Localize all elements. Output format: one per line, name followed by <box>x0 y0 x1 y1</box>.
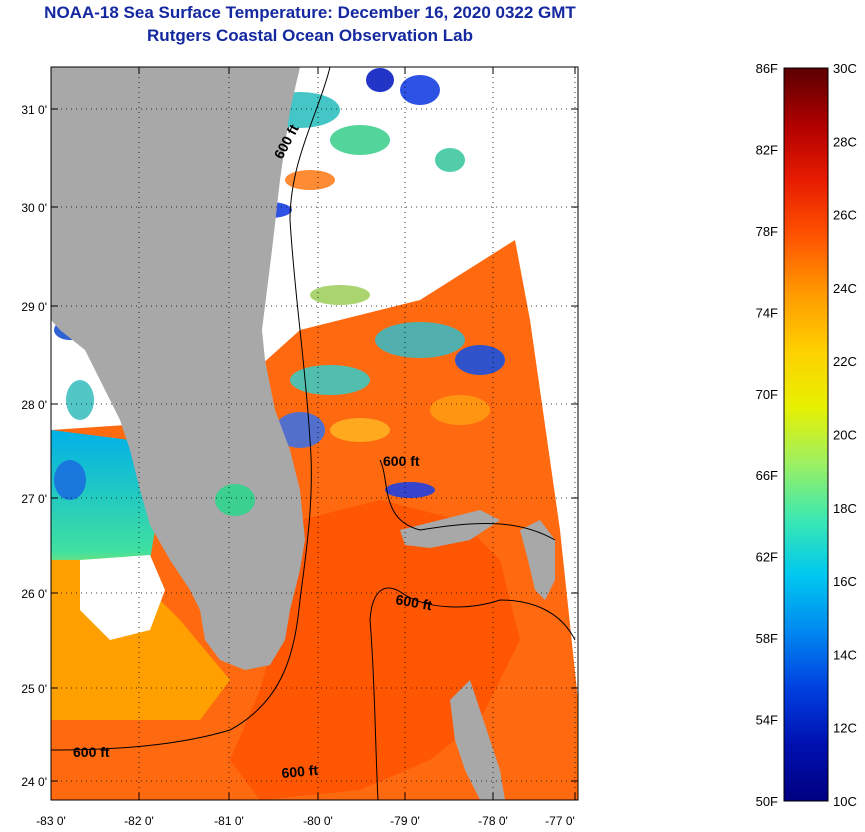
colorbar-c-label: 16C <box>833 574 857 589</box>
colorbar-c-label: 28C <box>833 134 857 149</box>
colorbar-f-label: 82F <box>756 142 778 157</box>
colorbar-c-label: 14C <box>833 647 857 662</box>
contour-600ft <box>51 67 331 751</box>
lake-okeechobee <box>215 484 255 516</box>
map-subtitle: Rutgers Coastal Ocean Observation Lab <box>147 26 473 45</box>
colorbar-c-label: 24C <box>833 281 857 296</box>
lat-label: 28 0' <box>21 398 47 412</box>
colorbar-f-label: 74F <box>756 305 778 320</box>
abaco <box>520 520 555 600</box>
colorbar-c-label: 20C <box>833 428 857 443</box>
lat-label: 25 0' <box>21 682 47 696</box>
andros <box>450 680 505 800</box>
cold-cloud-edges <box>54 68 505 514</box>
colorbar-f-label: 54F <box>756 713 778 728</box>
colorbar-f-label: 62F <box>756 550 778 565</box>
florida-landmass <box>51 67 305 670</box>
grand-bahama <box>400 510 500 548</box>
graticule <box>50 67 578 800</box>
contour-label: 600 ft <box>394 591 433 613</box>
lon-label: -77 0' <box>545 814 575 828</box>
lat-label: 26 0' <box>21 587 47 601</box>
contour-600ft <box>379 459 556 541</box>
colorbar-c-label: 22C <box>833 354 857 369</box>
sst-map: 31 0' 30 0' 29 0' 28 0' 27 0' 26 0' 25 0… <box>21 66 579 828</box>
lat-label: 29 0' <box>21 300 47 314</box>
colorbar-f-label: 58F <box>756 631 778 646</box>
contour-label: 600 ft <box>73 744 110 760</box>
plot-frame <box>50 66 579 801</box>
lon-label: -81 0' <box>214 814 244 828</box>
colorbar-c-label: 12C <box>833 721 857 736</box>
colorbar-c-label: 18C <box>833 501 857 516</box>
lat-label: 30 0' <box>21 201 47 215</box>
contour-label: 600 ft <box>281 762 319 781</box>
lon-label: -79 0' <box>390 814 420 828</box>
colorbar-c-label: 26C <box>833 208 857 223</box>
gulf-stream-core <box>230 500 520 800</box>
lon-label: -80 0' <box>303 814 333 828</box>
map-title: NOAA-18 Sea Surface Temperature: Decembe… <box>44 3 576 22</box>
cloud-patch <box>80 555 165 640</box>
lon-label: -83 0' <box>36 814 66 828</box>
lon-label: -82 0' <box>124 814 154 828</box>
colorbar-ramp <box>783 67 829 802</box>
colorbar-c-label: 30C <box>833 61 857 76</box>
lat-label: 31 0' <box>21 103 47 117</box>
axis-ticks <box>50 67 578 800</box>
colorbar-c-label: 10C <box>833 794 857 809</box>
colorbar-f-label: 70F <box>756 387 778 402</box>
lon-label: -78 0' <box>478 814 508 828</box>
lat-label: 24 0' <box>21 775 47 789</box>
colorbar-f-label: 86F <box>756 61 778 76</box>
colorbar-f-label: 50F <box>756 794 778 809</box>
colorbar-f-label: 66F <box>756 468 778 483</box>
contour-label: 600 ft <box>383 453 420 469</box>
contour-600ft <box>369 587 576 800</box>
colorbar-f-label: 78F <box>756 224 778 239</box>
lat-label: 27 0' <box>21 492 47 506</box>
